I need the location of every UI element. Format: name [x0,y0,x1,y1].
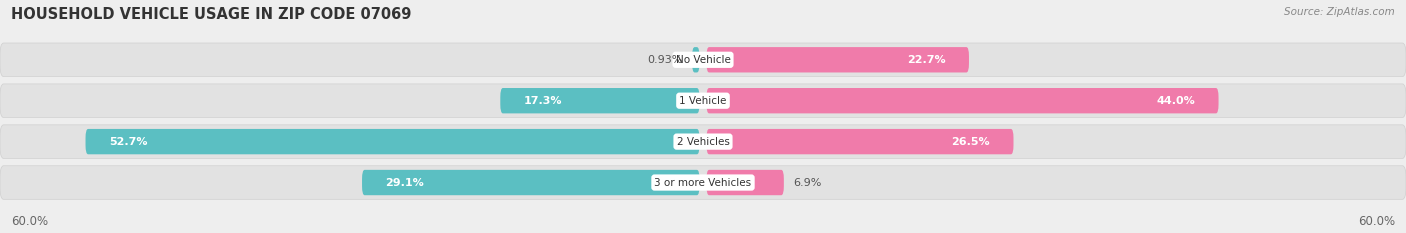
Text: 60.0%: 60.0% [11,215,48,228]
FancyBboxPatch shape [707,129,1014,154]
FancyBboxPatch shape [707,47,969,72]
Text: 17.3%: 17.3% [524,96,562,106]
Text: 29.1%: 29.1% [385,178,425,188]
Text: 52.7%: 52.7% [108,137,148,147]
FancyBboxPatch shape [707,170,785,195]
Text: 2 Vehicles: 2 Vehicles [676,137,730,147]
Text: 44.0%: 44.0% [1156,96,1195,106]
FancyBboxPatch shape [707,88,1219,113]
FancyBboxPatch shape [0,84,1406,117]
FancyBboxPatch shape [501,88,700,113]
Text: No Vehicle: No Vehicle [675,55,731,65]
FancyBboxPatch shape [86,129,700,154]
Text: 1 Vehicle: 1 Vehicle [679,96,727,106]
Text: HOUSEHOLD VEHICLE USAGE IN ZIP CODE 07069: HOUSEHOLD VEHICLE USAGE IN ZIP CODE 0706… [11,7,412,22]
FancyBboxPatch shape [0,166,1406,199]
Text: 60.0%: 60.0% [1358,215,1395,228]
Text: 6.9%: 6.9% [793,178,821,188]
Text: 3 or more Vehicles: 3 or more Vehicles [654,178,752,188]
FancyBboxPatch shape [0,43,1406,77]
FancyBboxPatch shape [0,125,1406,158]
Text: 0.93%: 0.93% [647,55,683,65]
Text: Source: ZipAtlas.com: Source: ZipAtlas.com [1284,7,1395,17]
FancyBboxPatch shape [363,170,700,195]
Text: 22.7%: 22.7% [907,55,945,65]
FancyBboxPatch shape [692,47,700,72]
Text: 26.5%: 26.5% [952,137,990,147]
